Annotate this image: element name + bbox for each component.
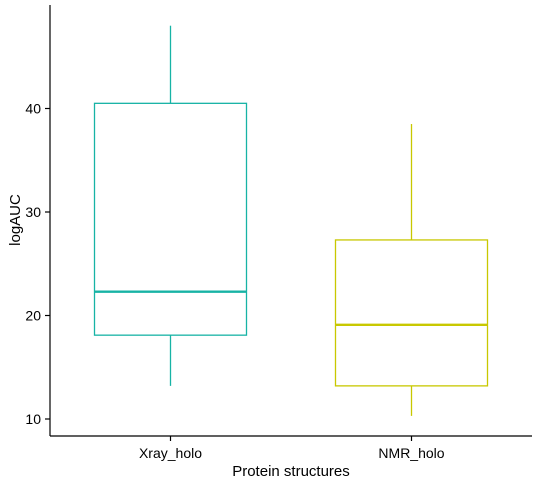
y-ticks: 10 20 30 40 xyxy=(25,101,50,427)
iqr-box xyxy=(334,239,489,387)
y-axis-title: logAUC xyxy=(7,194,24,246)
iqr-box xyxy=(93,102,248,336)
y-tick-label: 40 xyxy=(25,101,41,117)
boxes-layer xyxy=(93,25,489,416)
x-ticks: Xray_holo NMR_holo xyxy=(139,436,445,461)
y-tick-label: 10 xyxy=(25,411,41,427)
x-tick-label: Xray_holo xyxy=(139,445,202,461)
x-axis-title: Protein structures xyxy=(232,463,350,480)
x-tick-label: NMR_holo xyxy=(378,445,444,461)
box-Xray_holo xyxy=(93,25,248,386)
y-tick-label: 30 xyxy=(25,204,41,220)
y-tick-label: 20 xyxy=(25,308,41,324)
box-NMR_holo xyxy=(334,124,489,416)
